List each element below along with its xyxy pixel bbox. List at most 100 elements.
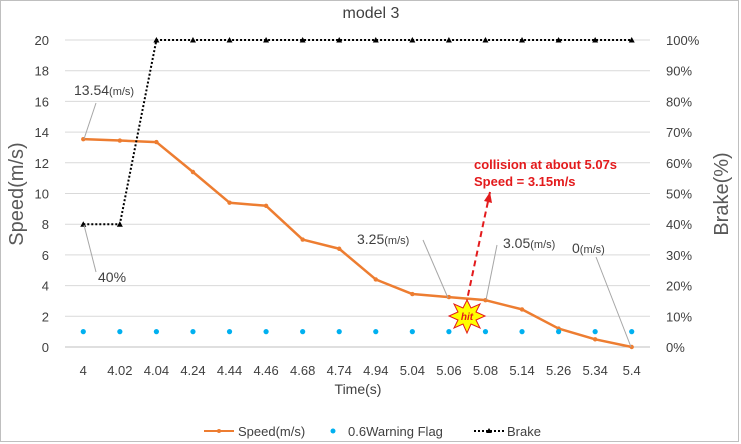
collision-text-line1: collision at about 5.07s <box>474 157 617 172</box>
x-tick-label: 5.06 <box>436 363 461 378</box>
warning-flag-point <box>80 329 86 335</box>
y2-tick-label: 60% <box>666 156 692 171</box>
x-tick-label: 4.02 <box>107 363 132 378</box>
legend-speed-marker <box>217 429 221 433</box>
brake-point <box>153 37 160 43</box>
y2-tick-label: 0% <box>666 340 685 355</box>
y2-tick-label: 10% <box>666 309 692 324</box>
legend-speed-label: Speed(m/s) <box>238 424 305 439</box>
brake-point <box>555 37 562 43</box>
warning-flag-point <box>519 329 525 335</box>
brake-point <box>445 37 452 43</box>
x-tick-label: 4.46 <box>253 363 278 378</box>
x-tick-label: 5.14 <box>509 363 534 378</box>
y-tick-label: 16 <box>35 94 49 109</box>
x-tick-label: 4.74 <box>327 363 352 378</box>
brake-point <box>592 37 599 43</box>
speed-point <box>337 246 342 251</box>
right-axis-ticks: 0% 10% 20% 30% 40% 50% 60% 70% 80% 90% 100% <box>666 33 700 355</box>
x-tick-label: 5.04 <box>400 363 425 378</box>
speed-point <box>117 138 123 143</box>
speed-point <box>373 277 378 282</box>
x-tick-label: 4.68 <box>290 363 315 378</box>
speed-point <box>519 307 525 312</box>
y2-tick-label: 70% <box>666 125 692 140</box>
y-axis-title: Speed(m/s) <box>6 142 28 245</box>
y-tick-label: 6 <box>42 248 49 263</box>
speed-point <box>190 169 196 175</box>
speed-point <box>483 297 488 303</box>
speed-point <box>300 237 305 242</box>
y2-tick-label: 80% <box>666 94 692 109</box>
warning-flag-point <box>409 329 415 335</box>
brake-series-line <box>83 39 632 226</box>
y-tick-label: 0 <box>42 340 49 355</box>
leader-speed-506 <box>422 239 449 299</box>
warning-flag-point <box>117 329 123 335</box>
leader-speed-end <box>595 256 632 348</box>
x-tick-label: 4.24 <box>180 363 205 378</box>
y-tick-label: 20 <box>35 33 49 48</box>
x-tick-label: 4.04 <box>144 363 169 378</box>
brake-point <box>80 221 87 227</box>
x-tick-label: 5.08 <box>473 363 498 378</box>
warning-flag-point <box>555 329 562 335</box>
brake-point <box>336 37 343 43</box>
warning-flag-point <box>592 329 598 335</box>
warning-flag-point <box>373 329 379 335</box>
annotation-leaders <box>83 102 632 348</box>
brake-point <box>116 221 123 227</box>
warning-flag-point <box>190 329 196 335</box>
warning-flag-point <box>336 329 342 335</box>
warning-flag-point <box>482 329 489 335</box>
y-tick-label: 14 <box>35 125 49 140</box>
x-tick-label: 4.44 <box>217 363 242 378</box>
speed-point <box>227 200 232 205</box>
leader-speed-508 <box>485 244 498 301</box>
warning-flag-point <box>226 329 233 335</box>
legend-brake-label: Brake <box>507 424 541 439</box>
brake-point <box>409 37 416 43</box>
annotation-speed-508: 3.05(m/s) <box>503 235 555 251</box>
x-tick-label: 5.4 <box>623 363 641 378</box>
warning-flag-point <box>300 329 306 335</box>
warning-flag-point <box>446 329 452 335</box>
x-tick-label: 5.26 <box>546 363 571 378</box>
y2-tick-label: 30% <box>666 248 692 263</box>
legend-warning-marker <box>330 428 336 434</box>
y2-axis-title: Brake(%) <box>711 152 733 235</box>
warning-flag-point <box>153 329 160 335</box>
brake-point <box>263 37 270 43</box>
brake-point <box>628 37 635 43</box>
y-tick-label: 12 <box>35 156 49 171</box>
annotation-speed-end: 0(m/s) <box>572 240 605 256</box>
leader-start-brake <box>83 224 97 273</box>
gridlines <box>65 39 650 348</box>
warning-flag-point <box>629 329 635 335</box>
y-tick-label: 10 <box>35 187 49 202</box>
brake-point <box>519 37 526 43</box>
hit-label: hit <box>461 312 474 323</box>
brake-point <box>226 37 233 43</box>
y2-tick-label: 100% <box>666 33 700 48</box>
brake-point <box>299 37 306 43</box>
speed-point <box>154 139 159 145</box>
brake-point <box>482 37 489 43</box>
speed-series-line <box>83 137 632 349</box>
left-axis-ticks: 0 2 4 6 8 10 12 14 16 18 20 <box>35 33 49 355</box>
y2-tick-label: 50% <box>666 187 692 202</box>
y-tick-label: 8 <box>42 217 49 232</box>
x-axis-title: Time(s) <box>335 381 382 397</box>
x-tick-label: 5.34 <box>583 363 608 378</box>
warning-flag-point <box>263 329 269 335</box>
y-tick-label: 4 <box>42 279 49 294</box>
annotation-start-speed: 13.54(m/s) <box>74 82 134 98</box>
legend: Speed(m/s) 0.6Warning Flag Brake <box>204 424 541 439</box>
brake-point <box>189 37 196 43</box>
x-tick-label: 4 <box>80 363 87 378</box>
speed-point <box>592 337 598 342</box>
chart-title: model 3 <box>343 5 400 22</box>
y2-tick-label: 20% <box>666 279 692 294</box>
x-axis-ticks: 4 4.02 4.04 4.24 4.44 4.46 4.68 4.74 4.94 5.04 5.0… <box>80 363 641 378</box>
